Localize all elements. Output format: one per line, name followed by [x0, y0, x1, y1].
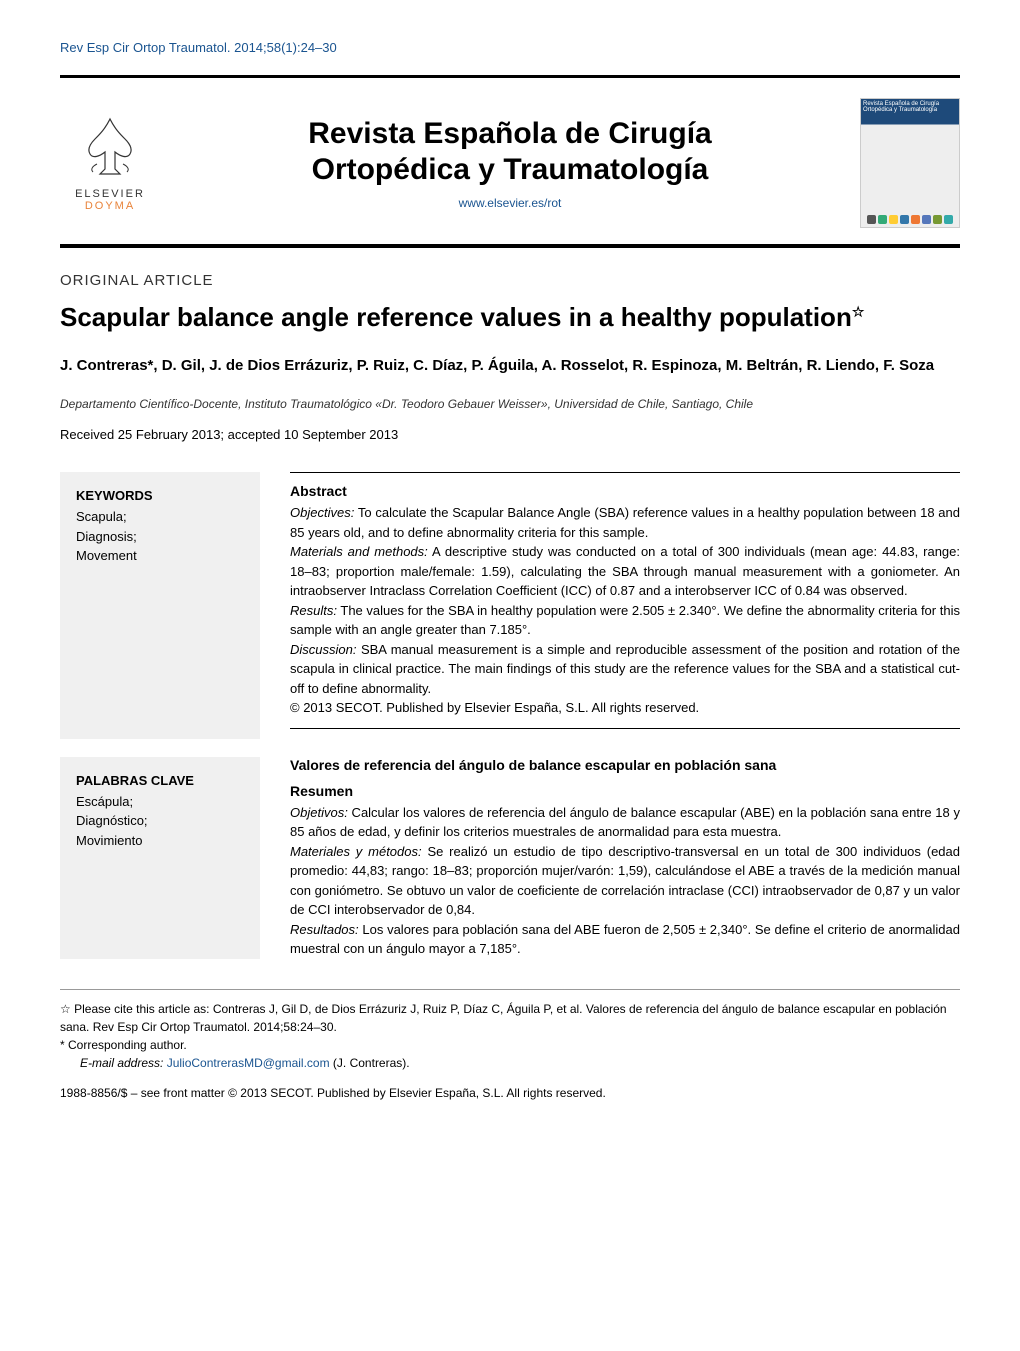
objetivos-label: Objetivos: [290, 805, 348, 820]
cover-thumbnail: Revista Española de Cirugía Ortopédica y… [860, 98, 960, 228]
keywords-es-list: Escápula; Diagnóstico; Movimiento [76, 792, 244, 851]
journal-url-link[interactable]: www.elsevier.es/rot [459, 196, 562, 210]
header-rule-thick [60, 75, 960, 78]
abstract-en-rule-top [290, 472, 960, 473]
objectives-text: To calculate the Scapular Balance Angle … [290, 505, 960, 540]
header-rule-thick-2 [60, 245, 960, 248]
title-footnote-marker: ☆ [852, 303, 865, 319]
keywords-en-box: KEYWORDS Scapula; Diagnosis; Movement [60, 472, 260, 739]
methods-label: Materials and methods: [290, 544, 428, 559]
discussion-text: SBA manual measurement is a simple and r… [290, 642, 960, 696]
corresponding-footnote: * Corresponding author. [60, 1036, 960, 1054]
objectives-label: Objectives: [290, 505, 354, 520]
cover-thumb-icons [864, 215, 956, 224]
materiales-label: Materiales y métodos: [290, 844, 422, 859]
abstract-es-title: Valores de referencia del ángulo de bala… [290, 757, 960, 773]
email-suffix: (J. Contreras). [330, 1056, 410, 1070]
abstract-en-block: Abstract Objectives: To calculate the Sc… [290, 472, 960, 739]
article-dates: Received 25 February 2013; accepted 10 S… [60, 427, 960, 442]
keywords-en-list: Scapula; Diagnosis; Movement [76, 507, 244, 566]
results-label: Results: [290, 603, 337, 618]
email-footnote: E-mail address: JulioContrerasMD@gmail.c… [60, 1054, 960, 1072]
abstract-es-text: Objetivos: Calcular los valores de refer… [290, 803, 960, 959]
abstract-es-container: PALABRAS CLAVE Escápula; Diagnóstico; Mo… [60, 757, 960, 959]
section-label: ORIGINAL ARTICLE [60, 272, 960, 289]
doyma-label: DOYMA [85, 200, 135, 212]
resultados-text: Los valores para población sana del ABE … [290, 922, 960, 957]
article-title-text: Scapular balance angle reference values … [60, 302, 852, 332]
cite-footnote: ☆ Please cite this article as: Contreras… [60, 1000, 960, 1036]
discussion-label: Discussion: [290, 642, 356, 657]
authors-list: J. Contreras*, D. Gil, J. de Dios Errázu… [60, 355, 960, 378]
abstract-es-heading: Resumen [290, 783, 960, 799]
abstract-en-rule-bottom [290, 728, 960, 729]
abstract-en-container: KEYWORDS Scapula; Diagnosis; Movement Ab… [60, 472, 960, 739]
bottom-copyright: 1988-8856/$ – see front matter © 2013 SE… [60, 1084, 960, 1102]
objetivos-text: Calcular los valores de referencia del á… [290, 805, 960, 840]
abstract-es-block: Valores de referencia del ángulo de bala… [290, 757, 960, 959]
article-title: Scapular balance angle reference values … [60, 301, 960, 335]
elsevier-tree-icon [75, 114, 145, 184]
keywords-es-heading: PALABRAS CLAVE [76, 773, 244, 788]
cite-symbol: ☆ [60, 1002, 71, 1016]
cite-text: Please cite this article as: Contreras J… [60, 1002, 947, 1034]
header-citation: Rev Esp Cir Ortop Traumatol. 2014;58(1):… [60, 40, 960, 55]
journal-header: ELSEVIER DOYMA Revista Española de Cirug… [60, 82, 960, 244]
abstract-en-text: Objectives: To calculate the Scapular Ba… [290, 503, 960, 718]
resultados-label: Resultados: [290, 922, 359, 937]
keywords-en-heading: KEYWORDS [76, 488, 244, 503]
email-link[interactable]: JulioContrerasMD@gmail.com [167, 1056, 330, 1070]
cover-thumb-title: Revista Española de Cirugía Ortopédica y… [861, 99, 959, 115]
results-text: The values for the SBA in healthy popula… [290, 603, 960, 638]
journal-title-line2: Ortopédica y Traumatología [180, 152, 840, 188]
email-label: E-mail address: [80, 1056, 167, 1070]
affiliation: Departamento Científico-Docente, Institu… [60, 397, 960, 411]
footnotes: ☆ Please cite this article as: Contreras… [60, 989, 960, 1102]
keywords-es-box: PALABRAS CLAVE Escápula; Diagnóstico; Mo… [60, 757, 260, 959]
abstract-en-heading: Abstract [290, 483, 960, 499]
journal-title-line1: Revista Española de Cirugía [180, 116, 840, 152]
corr-text: Corresponding author. [65, 1038, 187, 1052]
journal-title-block: Revista Española de Cirugía Ortopédica y… [180, 116, 840, 210]
elsevier-logo: ELSEVIER DOYMA [60, 103, 160, 223]
abstract-en-copyright: © 2013 SECOT. Published by Elsevier Espa… [290, 700, 699, 715]
elsevier-label: ELSEVIER [75, 188, 145, 200]
